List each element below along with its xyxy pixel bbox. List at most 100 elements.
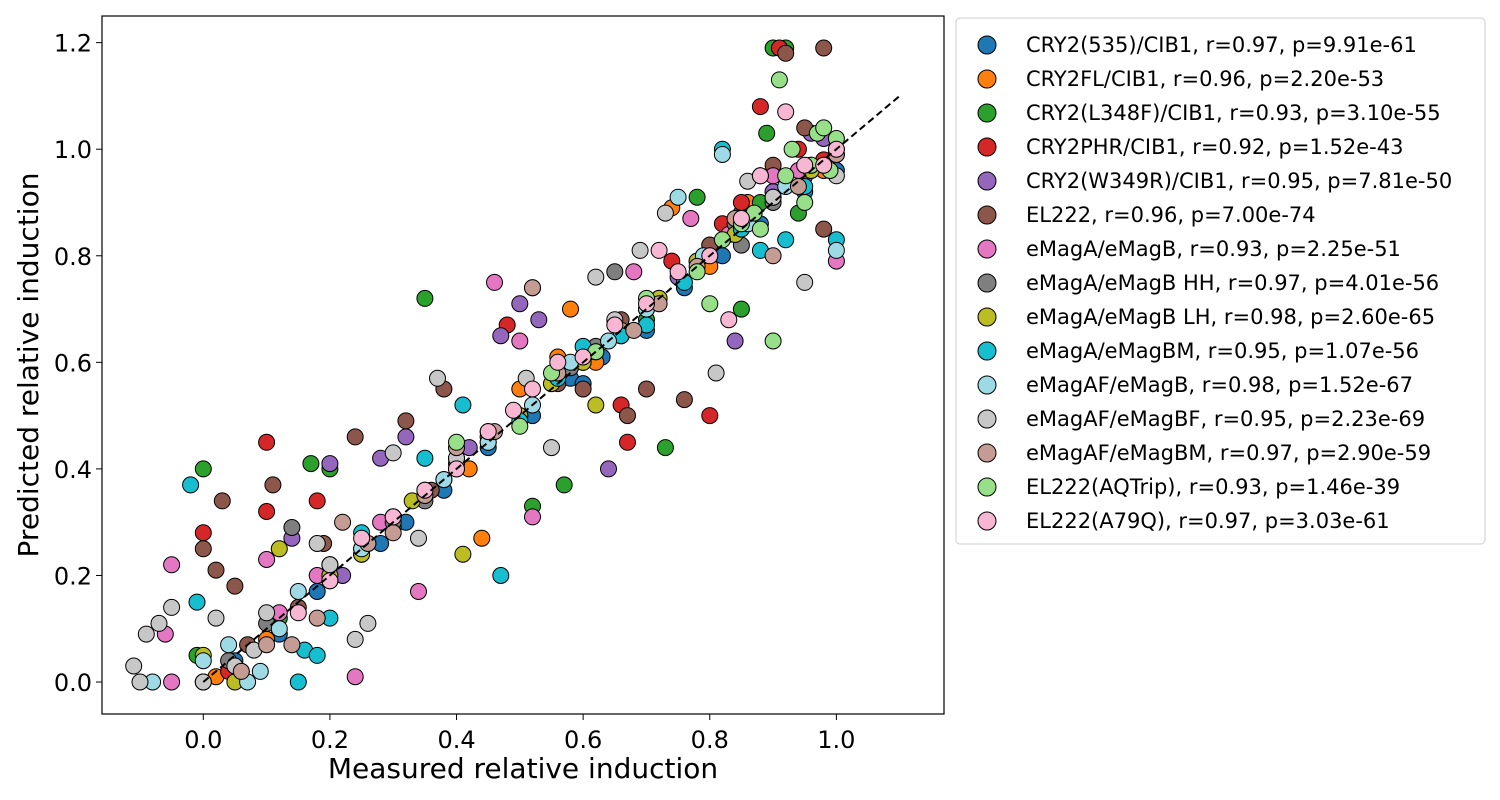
- data-point: [631, 241, 649, 259]
- data-point: [530, 311, 548, 329]
- data-point: [827, 241, 845, 259]
- legend-label: EL222(A79Q), r=0.97, p=3.03e-61: [1026, 509, 1390, 533]
- data-point: [777, 103, 795, 121]
- data-point: [182, 476, 200, 494]
- legend-label: eMagA/eMagB LH, r=0.98, p=2.60e-65: [1026, 305, 1435, 329]
- data-point: [125, 657, 143, 675]
- data-point: [213, 492, 231, 510]
- data-point: [638, 295, 655, 313]
- data-point: [258, 503, 276, 520]
- legend-marker: [977, 239, 997, 259]
- data-point: [258, 433, 276, 451]
- data-point: [650, 241, 668, 259]
- legend-entry: eMagA/eMagBM, r=0.95, p=1.07e-56: [977, 339, 1419, 363]
- data-point: [777, 44, 795, 62]
- data-point: [308, 492, 326, 510]
- data-point: [416, 449, 434, 467]
- data-point: [283, 636, 301, 654]
- data-point: [308, 535, 326, 552]
- x-axis-ticks: 0.0 0.2 0.4 0.6 0.8 1.0: [184, 714, 855, 754]
- data-point: [777, 231, 795, 249]
- data-point: [619, 433, 636, 451]
- legend-marker: [977, 103, 997, 123]
- data-point: [251, 662, 269, 680]
- data-point: [194, 460, 212, 478]
- data-point: [473, 529, 491, 547]
- legend-entry: EL222(A79Q), r=0.97, p=3.03e-61: [977, 509, 1390, 533]
- legend-entry: eMagA/eMagB LH, r=0.98, p=2.60e-65: [977, 305, 1435, 329]
- data-point: [656, 204, 674, 222]
- data-point: [682, 210, 700, 227]
- legend-marker: [977, 375, 997, 395]
- data-point: [334, 513, 352, 531]
- data-point: [732, 210, 750, 227]
- legend-label: eMagA/eMagBM, r=0.95, p=1.07e-56: [1026, 339, 1419, 363]
- data-point: [562, 300, 579, 318]
- legend-marker: [977, 69, 997, 89]
- data-point: [289, 604, 307, 622]
- y-axis-label: Predicted relative induction: [12, 173, 45, 558]
- data-point: [321, 455, 339, 473]
- data-points: [125, 39, 845, 691]
- plot-frame: [101, 15, 945, 715]
- data-point: [777, 167, 795, 185]
- data-point: [321, 556, 339, 574]
- legend-label: eMagA/eMagB HH, r=0.97, p=4.01e-56: [1026, 271, 1439, 295]
- x-tick-label: 0.0: [184, 726, 222, 754]
- data-point: [283, 519, 301, 536]
- data-point: [150, 614, 168, 632]
- legend-entry: CRY2(535)/CIB1, r=0.97, p=9.91e-61: [977, 33, 1417, 57]
- legend-entry: eMagAF/eMagBM, r=0.97, p=2.90e-59: [977, 441, 1431, 465]
- data-point: [511, 417, 529, 435]
- reference-line-layer: [202, 95, 901, 683]
- legend-entry: EL222(AQTrip), r=0.93, p=1.46e-39: [977, 475, 1400, 499]
- data-point: [163, 673, 181, 691]
- data-point: [308, 609, 326, 627]
- data-point: [574, 380, 592, 398]
- data-point: [543, 439, 560, 457]
- data-point: [732, 300, 750, 318]
- data-point: [321, 572, 339, 590]
- data-point: [163, 598, 181, 616]
- data-point: [137, 625, 155, 643]
- x-tick-label: 1.0: [817, 726, 855, 754]
- y-axis-ticks: 0.0 0.2 0.4 0.6 0.8 1.0 1.2: [54, 30, 102, 697]
- data-point: [384, 508, 402, 526]
- data-point: [815, 119, 833, 137]
- data-point: [353, 529, 371, 547]
- data-point: [220, 636, 238, 654]
- data-point: [524, 279, 541, 297]
- data-point: [289, 583, 307, 600]
- data-point: [656, 439, 674, 457]
- data-point: [207, 561, 225, 579]
- legend-label: CRY2(535)/CIB1, r=0.97, p=9.91e-61: [1026, 33, 1417, 57]
- data-point: [669, 188, 687, 206]
- legend-marker: [977, 307, 997, 327]
- data-point: [486, 273, 503, 291]
- data-point: [669, 263, 687, 281]
- data-point: [764, 247, 782, 265]
- data-point: [600, 460, 617, 478]
- data-point: [264, 476, 282, 494]
- legend-label: EL222, r=0.96, p=7.00e-74: [1026, 203, 1316, 227]
- data-point: [587, 396, 605, 414]
- legend-entry: eMagA/eMagB HH, r=0.97, p=4.01e-56: [977, 271, 1439, 295]
- legend-entry: CRY2(W349R)/CIB1, r=0.95, p=7.81e-50: [977, 169, 1452, 193]
- data-point: [454, 396, 472, 414]
- legend-entries: CRY2(535)/CIB1, r=0.97, p=9.91e-61 CRY2FL…: [977, 33, 1452, 533]
- data-point: [688, 188, 706, 206]
- x-axis-label: Measured relative induction: [328, 752, 718, 785]
- data-point: [524, 508, 541, 526]
- data-point: [397, 428, 415, 446]
- x-tick-label: 0.6: [564, 726, 602, 754]
- data-point: [625, 321, 643, 339]
- data-point: [815, 220, 833, 238]
- data-point: [815, 39, 833, 57]
- y-tick-label: 1.2: [54, 30, 92, 58]
- data-point: [397, 412, 415, 430]
- data-point: [289, 673, 307, 691]
- data-point: [764, 332, 782, 350]
- y-tick-label: 0.2: [54, 562, 92, 590]
- y-tick-label: 0.8: [54, 243, 92, 271]
